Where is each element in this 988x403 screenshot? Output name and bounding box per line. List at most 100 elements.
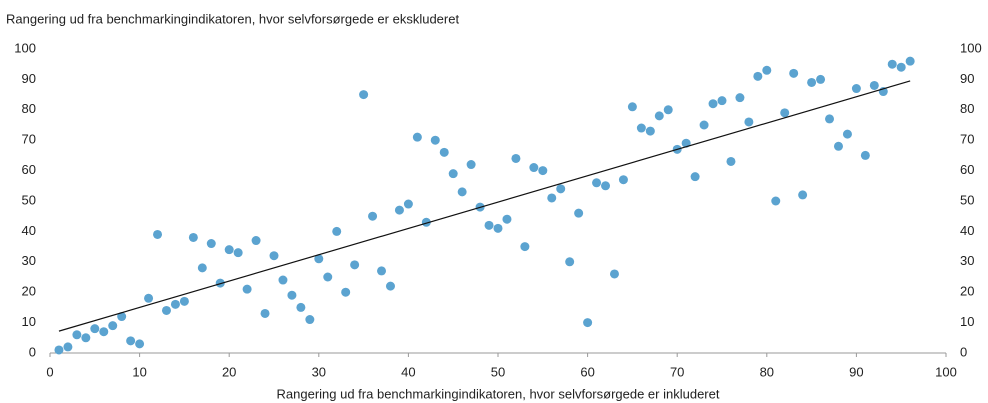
point <box>726 156 736 166</box>
point <box>305 315 315 325</box>
point <box>135 339 145 349</box>
y2-tick-label: 80 <box>960 101 974 116</box>
point <box>153 229 163 239</box>
point <box>412 132 422 142</box>
y2-tick-label: 60 <box>960 162 974 177</box>
point <box>430 135 440 145</box>
y-tick-label: 0 <box>29 344 36 359</box>
point <box>609 269 619 279</box>
point <box>108 321 118 331</box>
point <box>627 102 637 112</box>
point <box>511 153 521 163</box>
y-tick-label: 50 <box>22 192 36 207</box>
point <box>825 114 835 124</box>
y2-tick-label: 20 <box>960 284 974 299</box>
x-tick-label: 10 <box>132 364 146 379</box>
point <box>170 299 180 309</box>
point <box>735 93 745 103</box>
chart-title: Rangering ud fra benchmarkingindikatoren… <box>6 11 459 26</box>
point <box>780 108 790 118</box>
point <box>350 260 360 270</box>
point <box>583 318 593 328</box>
point <box>565 257 575 267</box>
point <box>197 263 207 273</box>
point <box>403 199 413 209</box>
point <box>645 126 655 136</box>
point <box>54 345 64 355</box>
point <box>179 296 189 306</box>
point <box>887 59 897 69</box>
point <box>789 68 799 78</box>
point <box>753 71 763 81</box>
point <box>269 251 279 261</box>
point <box>99 327 109 337</box>
x-axis-label: Rangering ud fra benchmarkingindikatoren… <box>277 386 720 401</box>
point <box>332 226 342 236</box>
point <box>457 187 467 197</box>
point <box>869 80 879 90</box>
point <box>144 293 154 303</box>
x-tick-label: 70 <box>670 364 684 379</box>
point <box>188 232 198 242</box>
point <box>161 305 171 315</box>
point <box>851 84 861 94</box>
point <box>126 336 136 346</box>
x-tick-label: 80 <box>760 364 774 379</box>
point <box>278 275 288 285</box>
y2-tick-label: 0 <box>960 344 967 359</box>
point <box>771 196 781 206</box>
point <box>215 278 225 288</box>
point <box>601 181 611 191</box>
x-tick-label: 50 <box>491 364 505 379</box>
point <box>287 290 297 300</box>
point <box>807 77 817 87</box>
point <box>708 99 718 109</box>
y2-tick-label: 50 <box>960 192 974 207</box>
point <box>296 302 306 312</box>
point <box>63 342 73 352</box>
y2-tick-label: 100 <box>960 40 982 55</box>
point <box>833 141 843 151</box>
point <box>323 272 333 282</box>
point <box>798 190 808 200</box>
point <box>72 330 82 340</box>
y2-tick-label: 40 <box>960 223 974 238</box>
point <box>448 169 458 179</box>
point <box>905 56 915 66</box>
x-tick-label: 20 <box>222 364 236 379</box>
y2-tick-label: 10 <box>960 314 974 329</box>
x-tick-label: 90 <box>849 364 863 379</box>
y-tick-label: 70 <box>22 132 36 147</box>
y2-tick-label: 70 <box>960 132 974 147</box>
y-tick-label: 30 <box>22 253 36 268</box>
y-tick-label: 60 <box>22 162 36 177</box>
point <box>377 266 387 276</box>
y-tick-label: 40 <box>22 223 36 238</box>
point <box>717 96 727 106</box>
point <box>690 172 700 182</box>
point <box>592 178 602 188</box>
x-tick-label: 0 <box>46 364 53 379</box>
point <box>260 308 270 318</box>
point <box>368 211 378 221</box>
point <box>896 62 906 72</box>
point <box>233 248 243 258</box>
point <box>341 287 351 297</box>
point <box>117 312 127 322</box>
point <box>663 105 673 115</box>
point <box>466 160 476 170</box>
x-tick-label: 60 <box>580 364 594 379</box>
y-tick-label: 80 <box>22 101 36 116</box>
y-tick-label: 10 <box>22 314 36 329</box>
point <box>556 184 566 194</box>
point <box>860 150 870 160</box>
point <box>439 147 449 157</box>
point <box>762 65 772 75</box>
point <box>242 284 252 294</box>
point <box>538 166 548 176</box>
trendline <box>58 80 911 332</box>
point <box>359 90 369 100</box>
x-tick-label: 40 <box>401 364 415 379</box>
point <box>314 254 324 264</box>
